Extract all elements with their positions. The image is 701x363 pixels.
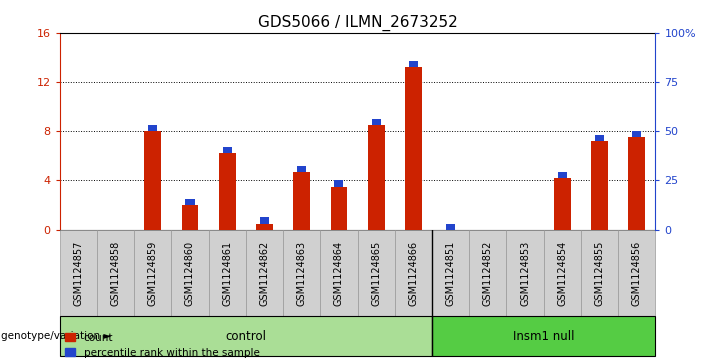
Bar bbox=[368, 125, 385, 230]
Bar bbox=[320, 230, 358, 316]
Bar bbox=[395, 230, 432, 316]
Text: GSM1124860: GSM1124860 bbox=[185, 240, 195, 306]
Bar bbox=[409, 61, 418, 67]
Text: GSM1124861: GSM1124861 bbox=[222, 240, 232, 306]
Bar bbox=[171, 230, 209, 316]
Bar bbox=[581, 230, 618, 316]
Bar bbox=[334, 180, 343, 187]
Bar bbox=[632, 131, 641, 137]
Text: GSM1124865: GSM1124865 bbox=[371, 240, 381, 306]
Bar bbox=[446, 224, 455, 230]
Text: GSM1124856: GSM1124856 bbox=[632, 240, 642, 306]
Text: GSM1124855: GSM1124855 bbox=[594, 240, 604, 306]
Text: GSM1124862: GSM1124862 bbox=[259, 240, 269, 306]
Bar bbox=[358, 230, 395, 316]
Bar bbox=[60, 230, 97, 316]
Text: GSM1124864: GSM1124864 bbox=[334, 240, 344, 306]
Text: GSM1124857: GSM1124857 bbox=[73, 240, 83, 306]
Bar bbox=[330, 187, 347, 230]
Bar bbox=[256, 224, 273, 230]
Bar bbox=[558, 172, 567, 178]
Bar bbox=[60, 316, 432, 356]
Text: GSM1124866: GSM1124866 bbox=[409, 240, 418, 306]
Text: GSM1124863: GSM1124863 bbox=[297, 240, 306, 306]
Text: genotype/variation ►: genotype/variation ► bbox=[1, 331, 111, 341]
Bar bbox=[222, 147, 232, 153]
Bar bbox=[148, 125, 157, 131]
Legend: count, percentile rank within the sample: count, percentile rank within the sample bbox=[64, 333, 259, 358]
Bar bbox=[182, 205, 198, 230]
Text: GSM1124852: GSM1124852 bbox=[483, 240, 493, 306]
Bar bbox=[432, 316, 655, 356]
Bar bbox=[405, 67, 422, 230]
Bar bbox=[372, 119, 381, 125]
Bar bbox=[432, 230, 469, 316]
Bar bbox=[591, 141, 608, 230]
Text: control: control bbox=[225, 330, 266, 343]
Bar bbox=[219, 153, 236, 230]
Bar bbox=[134, 230, 171, 316]
Bar bbox=[283, 230, 320, 316]
Text: GSM1124854: GSM1124854 bbox=[557, 240, 567, 306]
Text: Insm1 null: Insm1 null bbox=[513, 330, 574, 343]
Bar bbox=[97, 230, 134, 316]
Text: GSM1124858: GSM1124858 bbox=[111, 240, 121, 306]
Bar bbox=[506, 230, 544, 316]
Bar bbox=[185, 199, 195, 205]
Text: GSM1124853: GSM1124853 bbox=[520, 240, 530, 306]
Bar bbox=[260, 217, 269, 224]
Text: GSM1124859: GSM1124859 bbox=[148, 240, 158, 306]
Bar bbox=[554, 178, 571, 230]
Bar bbox=[595, 135, 604, 141]
Bar bbox=[618, 230, 655, 316]
Title: GDS5066 / ILMN_2673252: GDS5066 / ILMN_2673252 bbox=[258, 15, 457, 31]
Bar bbox=[246, 230, 283, 316]
Bar bbox=[293, 172, 310, 230]
Bar bbox=[297, 166, 306, 172]
Bar bbox=[628, 137, 645, 230]
Bar bbox=[544, 230, 581, 316]
Bar bbox=[209, 230, 246, 316]
Text: GSM1124851: GSM1124851 bbox=[446, 240, 456, 306]
Bar bbox=[469, 230, 506, 316]
Bar bbox=[144, 131, 161, 230]
